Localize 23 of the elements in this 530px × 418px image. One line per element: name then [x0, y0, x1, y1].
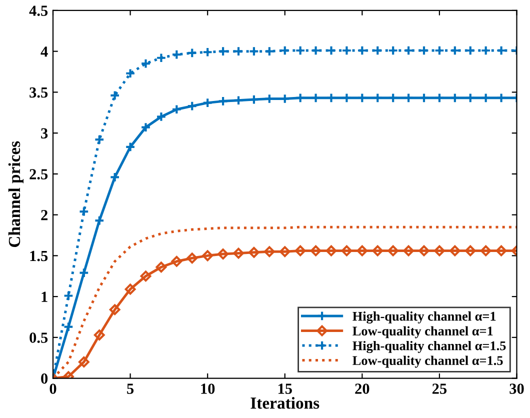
x-tick-label: 15: [278, 384, 292, 394]
y-tick-label: 1.5: [30, 250, 48, 262]
y-tick-label: 3: [41, 128, 48, 139]
x-axis-title: Iterations: [250, 397, 320, 409]
x-tick-label: 5: [127, 384, 134, 394]
x-tick-label: 20: [355, 384, 370, 394]
legend-label: Low-quality channel α=1.5: [352, 356, 503, 368]
legend-label: High-quality channel α=1.5: [352, 340, 506, 354]
y-tick-label: 0: [41, 373, 48, 384]
y-tick-label: 4: [40, 46, 48, 57]
x-tick-label: 10: [201, 384, 215, 394]
y-tick-label: 0.5: [30, 332, 48, 343]
y-axis-title: Channel prices: [8, 141, 24, 248]
y-tick-label: 2: [41, 210, 48, 220]
legend-label: High-quality channel α=1: [352, 311, 496, 324]
y-tick-label: 4.5: [29, 6, 48, 16]
y-tick-label: 3.5: [30, 87, 48, 98]
y-tick-label: 1: [42, 292, 48, 302]
legend-label: Low-quality channel α=1: [352, 326, 493, 338]
x-tick-label: 0: [50, 384, 56, 394]
x-tick-label: 25: [432, 384, 447, 394]
y-tick-label: 2.5: [30, 169, 48, 180]
x-tick-label: 30: [510, 384, 524, 394]
